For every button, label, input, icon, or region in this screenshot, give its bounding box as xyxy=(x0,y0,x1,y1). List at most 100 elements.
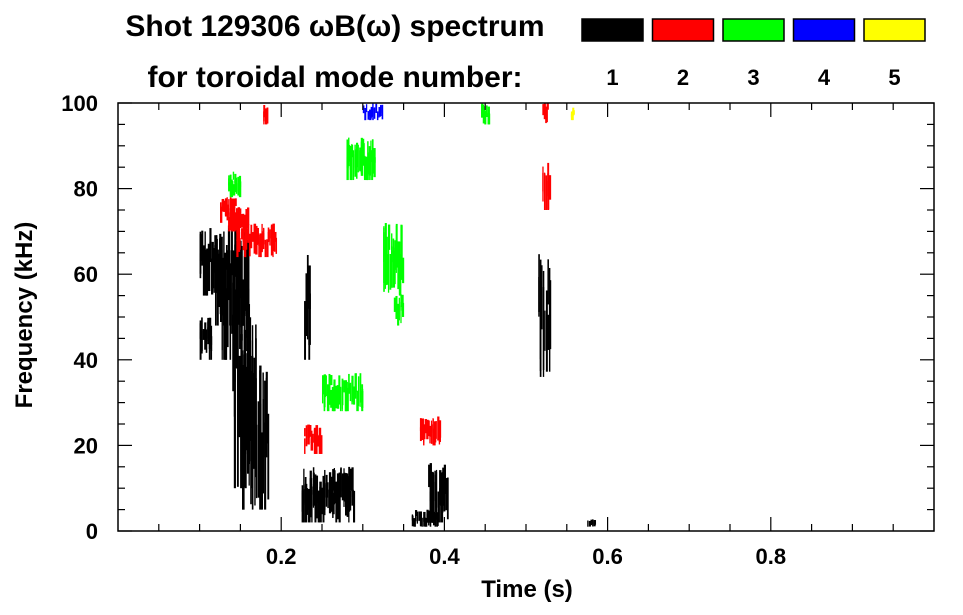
spectrum-mark xyxy=(263,112,265,125)
region-n4 xyxy=(362,103,384,121)
spectrum-mark xyxy=(423,427,425,443)
spectrum-mark xyxy=(213,250,215,293)
spectrum-mark xyxy=(252,372,256,469)
spectrum-mark xyxy=(221,198,225,212)
spectrum-mark xyxy=(228,212,230,229)
region-n1 xyxy=(240,301,257,510)
spectrum-mark xyxy=(304,477,307,505)
spectrum-mark xyxy=(264,239,267,258)
spectrum-mark xyxy=(419,427,422,442)
spectrum-mark xyxy=(434,512,437,523)
spectrum-mark xyxy=(231,232,233,334)
spectrum-mark xyxy=(318,427,322,440)
spectrum-mark xyxy=(351,467,354,497)
spectrum-mark xyxy=(362,105,365,114)
region-n2 xyxy=(228,207,250,232)
spectrum-mark xyxy=(336,385,340,409)
spectrum-mark xyxy=(341,476,345,501)
spectrum-mark xyxy=(240,214,243,228)
spectrum-mark xyxy=(370,152,372,181)
region-n3 xyxy=(481,103,491,125)
plot-area: 0.2 0.4 0.6 0.8 0 20 40 60 80 100 xyxy=(61,91,935,569)
spectrum-mark xyxy=(543,104,546,120)
spectrum-mark xyxy=(346,473,349,510)
spectrum-mark xyxy=(266,239,269,258)
spectrum-mark xyxy=(344,381,347,394)
spectrum-mark xyxy=(434,426,437,443)
spectrum-mark xyxy=(343,380,346,393)
region-n1 xyxy=(220,223,250,360)
region-n3 xyxy=(383,223,405,296)
spectrum-mark xyxy=(232,184,236,196)
spectrum-mark xyxy=(269,229,271,239)
spectrum-mark xyxy=(229,286,231,346)
region-n2 xyxy=(263,105,269,125)
spectrum-mark xyxy=(338,375,341,405)
spectrum-mark xyxy=(235,289,238,369)
spectrum-mark xyxy=(481,104,484,118)
spectrum-mark xyxy=(255,338,257,478)
spectrum-mark xyxy=(368,152,370,181)
spectrum-mark xyxy=(426,422,429,440)
spectrum-mark xyxy=(570,111,573,121)
spectrum-mark xyxy=(423,517,426,527)
spectrum-mark xyxy=(243,214,247,231)
spectrum-mark xyxy=(359,150,362,171)
spectrum-mark xyxy=(424,419,427,434)
spectrum-mark xyxy=(259,403,262,510)
legend-swatch-3 xyxy=(722,18,785,42)
spectrum-mark xyxy=(309,490,312,518)
spectrum-mark xyxy=(365,104,368,113)
spectrum-mark xyxy=(545,290,548,372)
spectrum-mark xyxy=(272,229,274,242)
spectrum-mark xyxy=(306,254,309,309)
spectrum-mark xyxy=(411,514,414,521)
spectrum-mark xyxy=(335,389,337,403)
spectrum-mark xyxy=(344,390,348,412)
spectrum-mark xyxy=(402,257,405,284)
spectrum-mark xyxy=(400,305,402,324)
y-tick-label: 80 xyxy=(74,177,98,202)
y-tick-labels: 0 20 40 60 80 100 xyxy=(61,91,98,544)
spectrum-mark xyxy=(238,181,242,198)
spectrum-mark xyxy=(256,229,259,245)
spectrum-mark xyxy=(445,478,448,511)
spectrum-mark xyxy=(439,488,442,505)
spectrum-mark xyxy=(436,515,438,527)
region-n2 xyxy=(542,162,552,210)
spectrum-mark xyxy=(237,183,240,196)
spectrum-mark xyxy=(429,491,432,523)
spectrum-mark xyxy=(395,299,398,312)
spectrum-mark xyxy=(369,109,372,117)
spectrum-mark xyxy=(429,425,432,437)
spectrum-mark xyxy=(437,416,440,441)
spectrum-mark xyxy=(328,377,331,390)
spectrum-mark xyxy=(242,213,245,225)
legend-label-2: 2 xyxy=(677,65,689,90)
spectrum-mark xyxy=(320,487,323,515)
legend: 1 2 3 4 5 xyxy=(581,18,926,90)
spectrum-mark xyxy=(232,171,235,180)
spectrum-mark xyxy=(243,301,245,406)
spectrum-mark xyxy=(373,107,376,119)
spectrum-mark xyxy=(487,106,490,117)
legend-label-1: 1 xyxy=(606,65,618,90)
spectrum-mark xyxy=(246,333,249,455)
series-n4 xyxy=(362,103,384,121)
region-n2 xyxy=(304,424,323,454)
spectrum-mark xyxy=(208,317,212,338)
spectrum-mark xyxy=(587,520,589,527)
spectrum-mark xyxy=(541,265,543,330)
spectrum-mark xyxy=(226,208,229,221)
spectrum-mark xyxy=(547,259,549,305)
spectrum-mark xyxy=(240,280,243,328)
spectrum-mark xyxy=(322,491,325,523)
spectrum-mark xyxy=(352,150,355,181)
spectrum-mark xyxy=(264,108,268,125)
spectrum-mark xyxy=(304,438,306,454)
spectrum-mark xyxy=(323,374,326,398)
spectrum-mark xyxy=(371,139,374,174)
spectrum-mark xyxy=(328,472,332,494)
spectrum-mark xyxy=(428,510,431,521)
